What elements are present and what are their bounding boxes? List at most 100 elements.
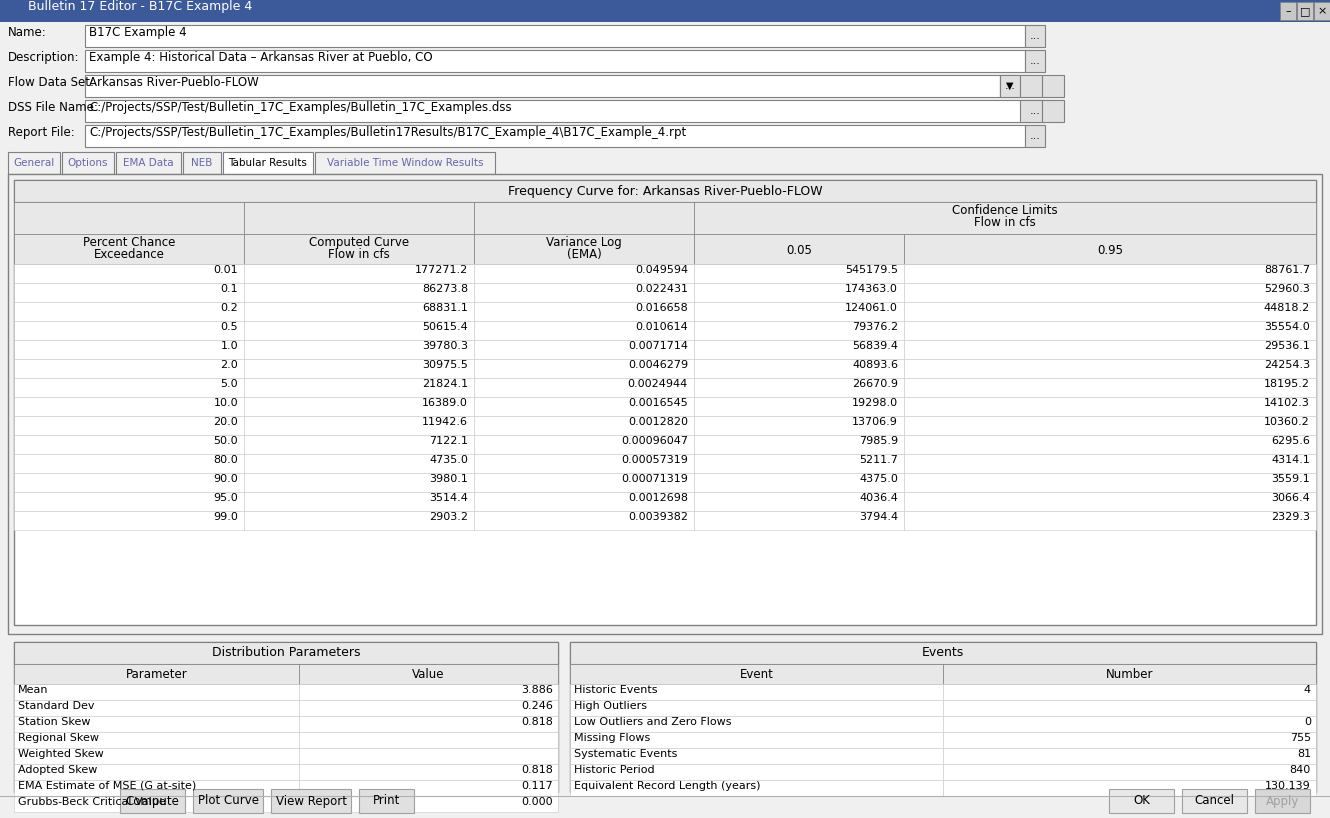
Bar <box>243 397 473 416</box>
Text: Options: Options <box>68 158 108 168</box>
Bar <box>694 340 904 359</box>
Bar <box>15 716 299 732</box>
Bar <box>571 716 943 732</box>
Text: 18195.2: 18195.2 <box>1264 379 1310 389</box>
Bar <box>1025 125 1045 147</box>
Text: Plot Curve: Plot Curve <box>197 794 258 807</box>
Bar <box>299 700 559 716</box>
Text: 545179.5: 545179.5 <box>845 265 898 275</box>
Bar <box>85 50 1025 72</box>
Text: Regional Skew: Regional Skew <box>19 733 98 743</box>
Text: 68831.1: 68831.1 <box>422 303 468 313</box>
Bar <box>473 283 694 302</box>
Text: 26670.9: 26670.9 <box>853 379 898 389</box>
Text: Adopted Skew: Adopted Skew <box>19 765 97 775</box>
Text: 80.0: 80.0 <box>213 455 238 465</box>
Text: DSS File Name:: DSS File Name: <box>8 101 98 114</box>
Text: Compute: Compute <box>125 794 180 807</box>
Text: 30975.5: 30975.5 <box>422 360 468 370</box>
Bar <box>15 234 243 264</box>
Text: Flow in cfs: Flow in cfs <box>329 248 390 261</box>
Bar <box>904 359 1315 378</box>
Bar <box>473 234 694 264</box>
Bar <box>694 416 904 435</box>
Bar <box>15 340 243 359</box>
Bar <box>15 748 299 764</box>
Bar <box>15 511 243 530</box>
Text: 7985.9: 7985.9 <box>859 436 898 446</box>
Text: 0.0012698: 0.0012698 <box>628 493 688 503</box>
Text: ▼: ▼ <box>1007 81 1013 91</box>
Text: Description:: Description: <box>8 51 80 64</box>
Bar <box>473 202 694 234</box>
Text: Example 4: Historical Data – Arkansas River at Pueblo, CO: Example 4: Historical Data – Arkansas Ri… <box>89 51 432 64</box>
Text: 0.0016545: 0.0016545 <box>628 398 688 408</box>
Bar <box>0 0 1330 22</box>
Bar <box>943 684 1315 700</box>
Text: 0.016658: 0.016658 <box>636 303 688 313</box>
Bar <box>15 492 243 511</box>
Text: Flow in cfs: Flow in cfs <box>974 216 1036 229</box>
Bar <box>243 454 473 473</box>
Bar <box>243 202 473 234</box>
Text: 35554.0: 35554.0 <box>1265 322 1310 332</box>
Text: Station Skew: Station Skew <box>19 717 90 727</box>
Bar <box>299 764 559 780</box>
Text: Percent Chance: Percent Chance <box>82 236 176 249</box>
Bar <box>15 764 299 780</box>
Bar <box>15 202 243 234</box>
Bar <box>943 748 1315 764</box>
Bar <box>1020 75 1041 97</box>
Bar <box>1182 789 1248 813</box>
Text: Apply: Apply <box>1266 794 1299 807</box>
Text: ...: ... <box>1029 56 1040 66</box>
Bar <box>243 492 473 511</box>
Bar <box>904 397 1315 416</box>
Text: 3794.4: 3794.4 <box>859 512 898 522</box>
Text: 0.00071319: 0.00071319 <box>621 474 688 484</box>
Text: 13706.9: 13706.9 <box>853 417 898 427</box>
Bar <box>15 780 299 796</box>
Bar <box>904 302 1315 321</box>
Bar <box>243 321 473 340</box>
Bar <box>15 180 1315 625</box>
Bar <box>694 397 904 416</box>
Bar <box>1256 789 1310 813</box>
Text: 0.1: 0.1 <box>221 284 238 294</box>
Text: 21824.1: 21824.1 <box>422 379 468 389</box>
Bar <box>15 321 243 340</box>
Text: 3514.4: 3514.4 <box>430 493 468 503</box>
Text: Value: Value <box>412 667 444 681</box>
Bar <box>904 234 1315 264</box>
Text: Number: Number <box>1105 667 1153 681</box>
Text: Bulletin 17 Editor - B17C Example 4: Bulletin 17 Editor - B17C Example 4 <box>28 0 253 13</box>
Text: 0.246: 0.246 <box>521 701 553 711</box>
Text: 0.2: 0.2 <box>221 303 238 313</box>
Bar <box>694 283 904 302</box>
Text: Computed Curve: Computed Curve <box>309 236 410 249</box>
Text: B17C Example 4: B17C Example 4 <box>89 26 186 39</box>
Text: Exceedance: Exceedance <box>93 248 165 261</box>
Bar <box>223 152 313 174</box>
Text: 24254.3: 24254.3 <box>1264 360 1310 370</box>
Bar <box>299 684 559 700</box>
Bar <box>315 152 495 174</box>
Text: OK: OK <box>1133 794 1150 807</box>
Bar <box>571 684 943 700</box>
Bar <box>571 732 943 748</box>
Text: Low Outliers and Zero Flows: Low Outliers and Zero Flows <box>575 717 732 727</box>
Bar <box>473 416 694 435</box>
Text: Events: Events <box>922 646 964 659</box>
Bar <box>943 700 1315 716</box>
Bar <box>243 234 473 264</box>
Bar <box>904 511 1315 530</box>
Bar <box>473 435 694 454</box>
Bar <box>299 664 559 684</box>
Bar <box>243 340 473 359</box>
Bar <box>299 716 559 732</box>
Text: 840: 840 <box>1290 765 1311 775</box>
Bar <box>15 642 559 664</box>
Bar <box>571 748 943 764</box>
Bar <box>271 789 351 813</box>
Bar <box>473 340 694 359</box>
